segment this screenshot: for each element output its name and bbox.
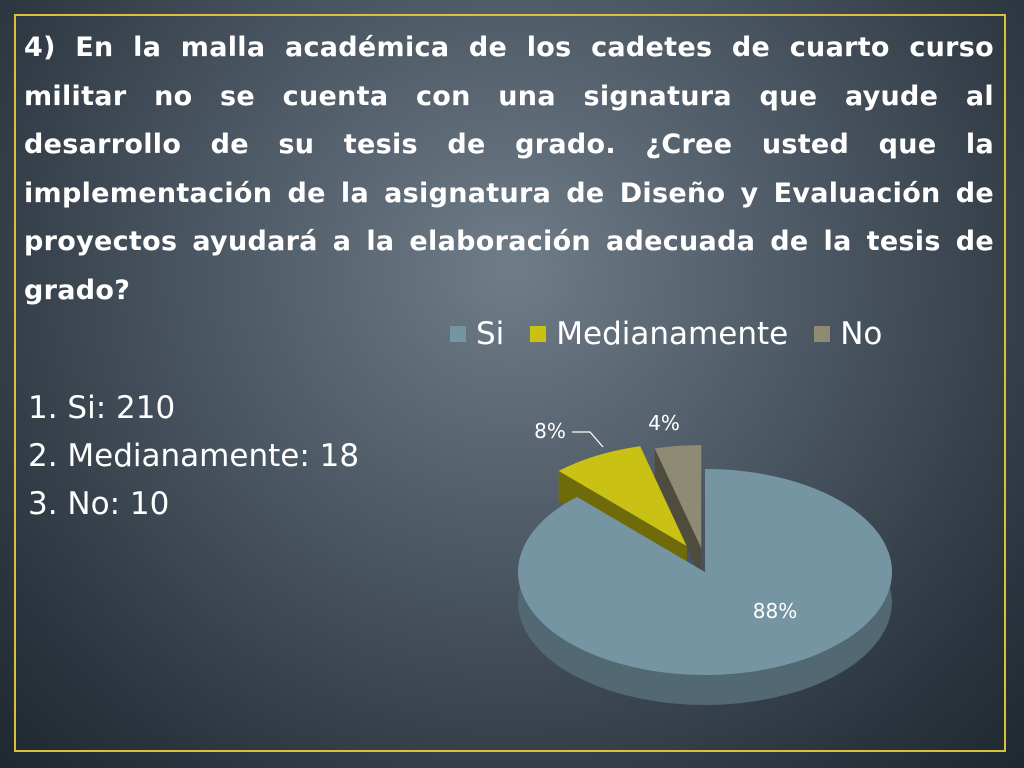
pie-wall-no-0 [654,448,702,579]
data-label-medianamente: 8% [534,419,566,443]
data-label-no: 4% [648,411,680,435]
answer-list: 1. Si: 210 2. Medianamente: 18 3. No: 10 [28,384,359,528]
legend-item-si: Si [450,316,504,352]
legend-swatch-si [450,326,466,342]
pie-slice-medianamente [558,446,687,547]
legend-label-medianamente: Medianamente [556,316,789,352]
legend-label-no: No [840,316,883,352]
pie-slice-si [518,469,893,675]
leader-line-medianamente [572,431,604,448]
pie-slice-no [654,445,702,549]
legend-item-no: No [814,316,882,352]
data-label-si: 88% [753,599,797,623]
answer-no: 3. No: 10 [28,486,170,522]
answer-medianamente: 2. Medianamente: 18 [28,438,360,474]
slide-frame [14,14,1006,752]
question-text: 4) En la malla académica de los cadetes … [24,32,994,306]
legend-label-si: Si [476,316,505,352]
answer-si: 1. Si: 210 [28,390,176,426]
legend-swatch-medianamente [530,326,547,342]
chart-legend: Si Medianamente No [450,312,882,356]
legend-swatch-no [814,326,831,342]
legend-item-medianamente: Medianamente [530,316,788,352]
